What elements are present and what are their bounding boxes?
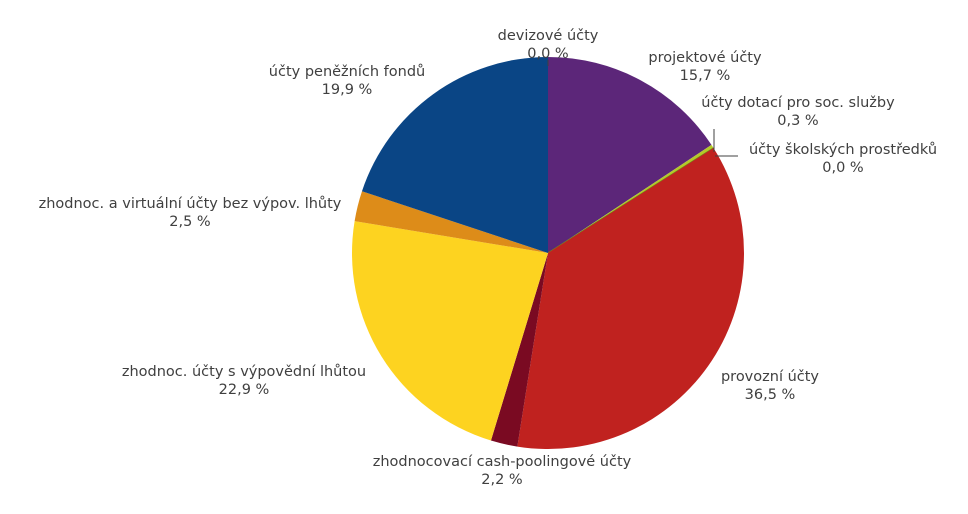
slice-labels: devizové účty 0,0 % projektové účty 15,7 % ú…: [39, 28, 937, 488]
pie-slices: [352, 57, 744, 449]
slice-name: zhodnocovací cash-poolingové účty: [373, 454, 632, 470]
slice-name: účty školských prostředků: [749, 142, 937, 158]
slice-value: 36,5 %: [745, 387, 796, 403]
slice-label-ucty-dotaci-pro-soc-sluzby: účty dotací pro soc. služby 0,3 %: [701, 95, 895, 129]
slice-label-ucty-skolskych-prostredku: účty školských prostředků 0,0 %: [749, 142, 937, 176]
slice-value: 0,0 %: [527, 46, 568, 62]
slice-zhodnoc-a-virtualni-ucty-bez-vypov-lhuty: [354, 191, 548, 253]
slice-name: devizové účty: [498, 28, 599, 44]
slice-value: 2,2 %: [481, 472, 522, 488]
slice-zhodnocovaci-cash-poolingove-ucty: [490, 253, 548, 447]
slice-label-zhodnocovaci-cash-poolingove-ucty: zhodnocovací cash-poolingové účty 2,2 %: [373, 454, 632, 488]
slice-label-devizove-ucty: devizové účty 0,0 %: [498, 28, 599, 62]
slice-label-zhodnoc-ucty-s-vypovedni-lhutou: zhodnoc. účty s výpovědní lhůtou 22,9 %: [122, 364, 366, 398]
slice-value: 15,7 %: [680, 68, 731, 84]
slice-name: účty dotací pro soc. služby: [701, 95, 895, 111]
slice-value: 19,9 %: [322, 82, 373, 98]
slice-name: projektové účty: [648, 50, 762, 66]
slice-zhodnoc-ucty-s-vypovedni-lhutou: [352, 221, 548, 441]
slice-name: zhodnoc. a virtuální účty bez výpov. lhů…: [39, 196, 342, 212]
slice-ucty-peneznich-fondu: [361, 57, 548, 253]
slice-value: 0,0 %: [822, 160, 863, 176]
slice-name: zhodnoc. účty s výpovědní lhůtou: [122, 364, 366, 380]
slice-value: 2,5 %: [169, 214, 210, 230]
leader-lines: [547, 60, 738, 157]
slice-provozni-ucty: [517, 147, 744, 449]
slice-label-ucty-peneznich-fondu: účty peněžních fondů 19,9 %: [269, 64, 425, 98]
slice-value: 22,9 %: [219, 382, 270, 398]
slice-projektove-ucty: [548, 57, 712, 253]
slice-label-projektove-ucty: projektové účty 15,7 %: [648, 50, 762, 84]
slice-label-zhodnoc-a-virtualni-ucty-bez-vypov-lhuty: zhodnoc. a virtuální účty bez výpov. lhů…: [39, 196, 342, 230]
slice-value: 0,3 %: [777, 113, 818, 129]
slice-name: provozní účty: [721, 369, 819, 385]
slice-label-provozni-ucty: provozní účty 36,5 %: [721, 369, 819, 403]
slice-name: účty peněžních fondů: [269, 64, 425, 80]
slice-ucty-dotaci-pro-soc-sluzby: [548, 144, 714, 253]
